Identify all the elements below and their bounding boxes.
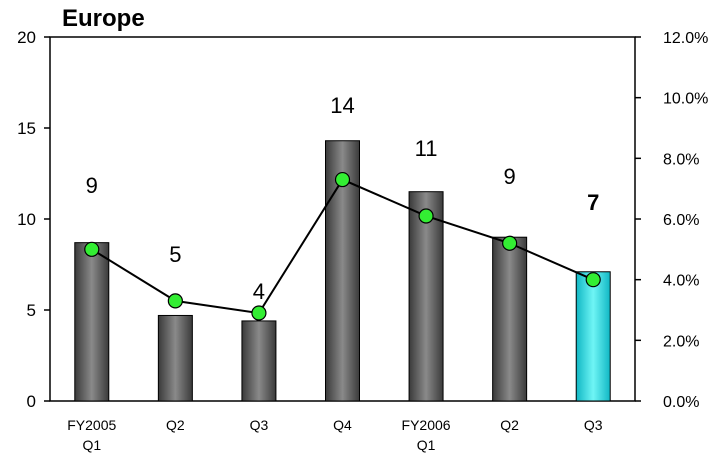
bar-data-label: 11 — [415, 136, 438, 161]
category-label: Q4 — [333, 417, 352, 433]
bar-data-label: 9 — [504, 164, 516, 189]
chart-title: Europe — [62, 5, 145, 32]
bar — [492, 236, 528, 402]
left-axis: 0 5 10 15 20 — [17, 28, 50, 411]
bar — [157, 314, 193, 402]
line-point — [585, 272, 601, 288]
category-label: Q2 — [500, 417, 519, 433]
bar-data-label: 7 — [587, 190, 599, 215]
category-label: Q1 — [417, 437, 436, 453]
bar — [74, 242, 110, 402]
right-tick-label: 0.0% — [663, 394, 699, 411]
right-tick-label: 2.0% — [663, 333, 699, 350]
bar — [575, 271, 611, 402]
line-series — [84, 171, 601, 321]
category-label: FY2006 — [402, 417, 451, 433]
category-label: Q2 — [166, 417, 185, 433]
left-tick-label: 5 — [27, 301, 36, 320]
line-point — [167, 293, 183, 309]
line-point — [84, 241, 100, 257]
left-tick-label: 20 — [17, 28, 36, 47]
line-point — [418, 208, 434, 224]
line-point — [502, 235, 518, 251]
bar-data-label: 4 — [253, 279, 265, 304]
bar-data-label: 5 — [169, 242, 181, 267]
bar-data-labels: 9 5 4 14 11 9 7 — [86, 93, 600, 304]
bar-data-label: 14 — [330, 93, 354, 118]
bar — [408, 191, 444, 402]
bar-data-label: 9 — [86, 173, 98, 198]
left-tick-label: 10 — [17, 210, 36, 229]
left-tick-label: 15 — [17, 119, 36, 138]
line-point — [334, 171, 351, 188]
right-tick-label: 10.0% — [663, 91, 708, 108]
category-label: Q3 — [584, 417, 603, 433]
category-label: FY2005 — [67, 417, 116, 433]
right-tick-label: 6.0% — [663, 212, 699, 229]
left-tick-label: 0 — [27, 392, 36, 411]
right-tick-label: 8.0% — [663, 151, 699, 168]
right-tick-label: 12.0% — [663, 30, 708, 47]
right-axis: 0.0% 2.0% 4.0% 6.0% 8.0% 10.0% 12.0% — [635, 30, 708, 411]
line-point — [251, 305, 267, 321]
bar — [241, 320, 277, 402]
right-tick-label: 4.0% — [663, 273, 699, 290]
category-label: Q1 — [82, 437, 101, 453]
category-axis: FY2005 Q1 Q2 Q3 Q4 FY2006 Q1 Q2 Q3 — [67, 417, 602, 453]
category-label: Q3 — [250, 417, 269, 433]
